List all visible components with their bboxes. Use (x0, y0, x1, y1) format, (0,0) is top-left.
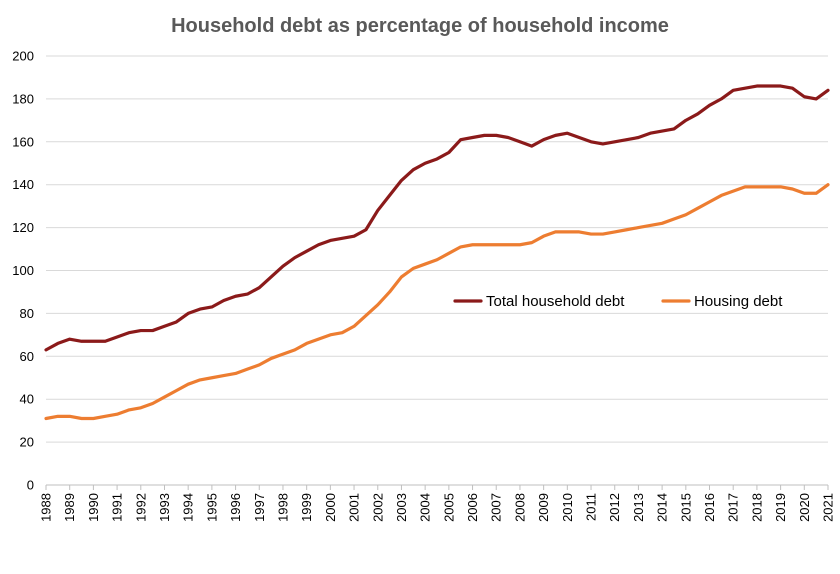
axes: 0 20 40 60 80 100 120 140 160 180 200 1988 1989 1990 1… (12, 49, 835, 522)
x-tick-label: 2004 (418, 493, 433, 522)
y-tick-label: 80 (20, 306, 34, 321)
y-tick-label: 20 (20, 435, 34, 450)
chart-title: Household debt as percentage of househol… (171, 15, 669, 37)
x-tick-label: 1992 (133, 493, 148, 522)
x-tick-label: 2019 (773, 493, 788, 522)
x-tick-label: 1990 (86, 493, 101, 522)
y-tick-label: 140 (12, 177, 34, 192)
x-tick-label: 1993 (157, 493, 172, 522)
x-tick-label: 2015 (678, 493, 693, 522)
series-line-total-household-debt (44, 84, 830, 352)
x-tick-label: 2014 (655, 493, 670, 522)
x-tick-label: 2005 (441, 493, 456, 522)
x-tick-label: 1988 (39, 493, 54, 522)
x-tick-label: 2003 (394, 493, 409, 522)
legend-label-total-household-debt: Total household debt (486, 293, 625, 310)
x-tick-label: 1991 (110, 493, 125, 522)
y-tick-label: 180 (12, 91, 34, 106)
y-tick-label: 200 (12, 49, 34, 64)
x-tick-label: 2017 (726, 493, 741, 522)
y-tick-label: 60 (20, 349, 34, 364)
legend: Total household debt Housing debt (453, 293, 783, 310)
x-tick-label: 1995 (204, 493, 219, 522)
x-tick-label: 1994 (181, 493, 196, 522)
series-lines (44, 84, 830, 421)
legend-label-housing-debt: Housing debt (694, 293, 783, 310)
gridlines (46, 55, 828, 443)
x-tick-label: 1997 (252, 493, 267, 522)
x-tick-label: 1999 (299, 493, 314, 522)
x-tick-label: 2009 (536, 493, 551, 522)
series-line-housing-debt (44, 183, 830, 421)
x-tick-label: 2018 (749, 493, 764, 522)
x-tick-label: 1998 (275, 493, 290, 522)
y-tick-label: 160 (12, 134, 34, 149)
x-tick-label: 2016 (702, 493, 717, 522)
x-tick-label: 2021 (821, 493, 836, 522)
x-tick-label: 2013 (631, 493, 646, 522)
y-tick-label: 120 (12, 220, 34, 235)
x-tick-label: 2010 (560, 493, 575, 522)
y-tick-label: 100 (12, 263, 34, 278)
x-tick-label: 2006 (465, 493, 480, 522)
x-tick-label: 2011 (584, 493, 599, 521)
y-tick-label: 0 (27, 478, 34, 493)
x-tick-label: 2020 (797, 493, 812, 522)
x-tick-label: 2008 (512, 493, 527, 522)
y-tick-label: 40 (20, 392, 34, 407)
x-tick-label: 2001 (347, 493, 362, 522)
x-tick-label: 1996 (228, 493, 243, 522)
x-tick-label: 2002 (370, 493, 385, 522)
x-tick-label: 2007 (489, 493, 504, 522)
x-tick-label: 2000 (323, 493, 338, 522)
x-tick-label: 1989 (62, 493, 77, 522)
x-tick-label: 2012 (607, 493, 622, 522)
